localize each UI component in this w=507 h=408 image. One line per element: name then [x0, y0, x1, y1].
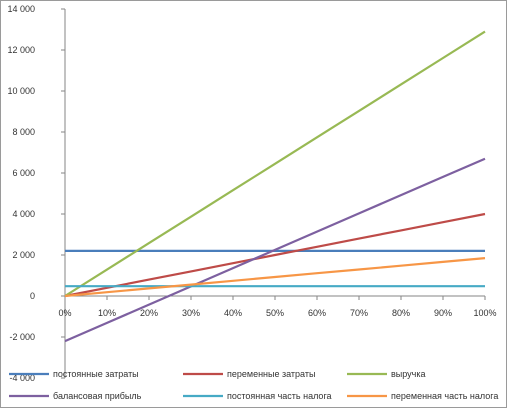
y-tick-label: -2 000: [9, 332, 35, 342]
x-tick-label: 100%: [473, 308, 496, 318]
x-tick-label: 10%: [98, 308, 116, 318]
y-tick-label: 10 000: [7, 86, 35, 96]
y-tick-label: 12 000: [7, 45, 35, 55]
series-line-6: [64, 257, 486, 298]
y-tick-label: -4 000: [9, 373, 35, 383]
series-line-2: [64, 212, 486, 298]
x-tick-label: 70%: [350, 308, 368, 318]
y-tick-label: 8 000: [12, 127, 35, 137]
x-tick-label: 60%: [308, 308, 326, 318]
y-tick-label: 4 000: [12, 209, 35, 219]
x-tick-label: 0%: [58, 308, 71, 318]
x-tick-label: 90%: [434, 308, 452, 318]
legend-label-3: выручка: [391, 369, 425, 379]
x-tick-label: 80%: [392, 308, 410, 318]
series-line-3: [64, 30, 486, 297]
x-tick-label: 50%: [266, 308, 284, 318]
x-tick-label: 20%: [140, 308, 158, 318]
legend-label-1: постоянные затраты: [53, 369, 139, 379]
x-tick-label: 30%: [182, 308, 200, 318]
y-tick-label: 2 000: [12, 250, 35, 260]
legend-label-2: переменные затраты: [227, 369, 315, 379]
legend-label-6: переменная часть налога: [391, 391, 498, 401]
y-tick-label: 6 000: [12, 168, 35, 178]
series-line-4: [64, 157, 486, 343]
legend-label-4: балансовая прибыль: [53, 391, 142, 401]
y-tick-label: 14 000: [7, 4, 35, 14]
x-tick-label: 40%: [224, 308, 242, 318]
legend-label-5: постоянная часть налога: [227, 391, 332, 401]
y-tick-label: 0: [30, 291, 35, 301]
